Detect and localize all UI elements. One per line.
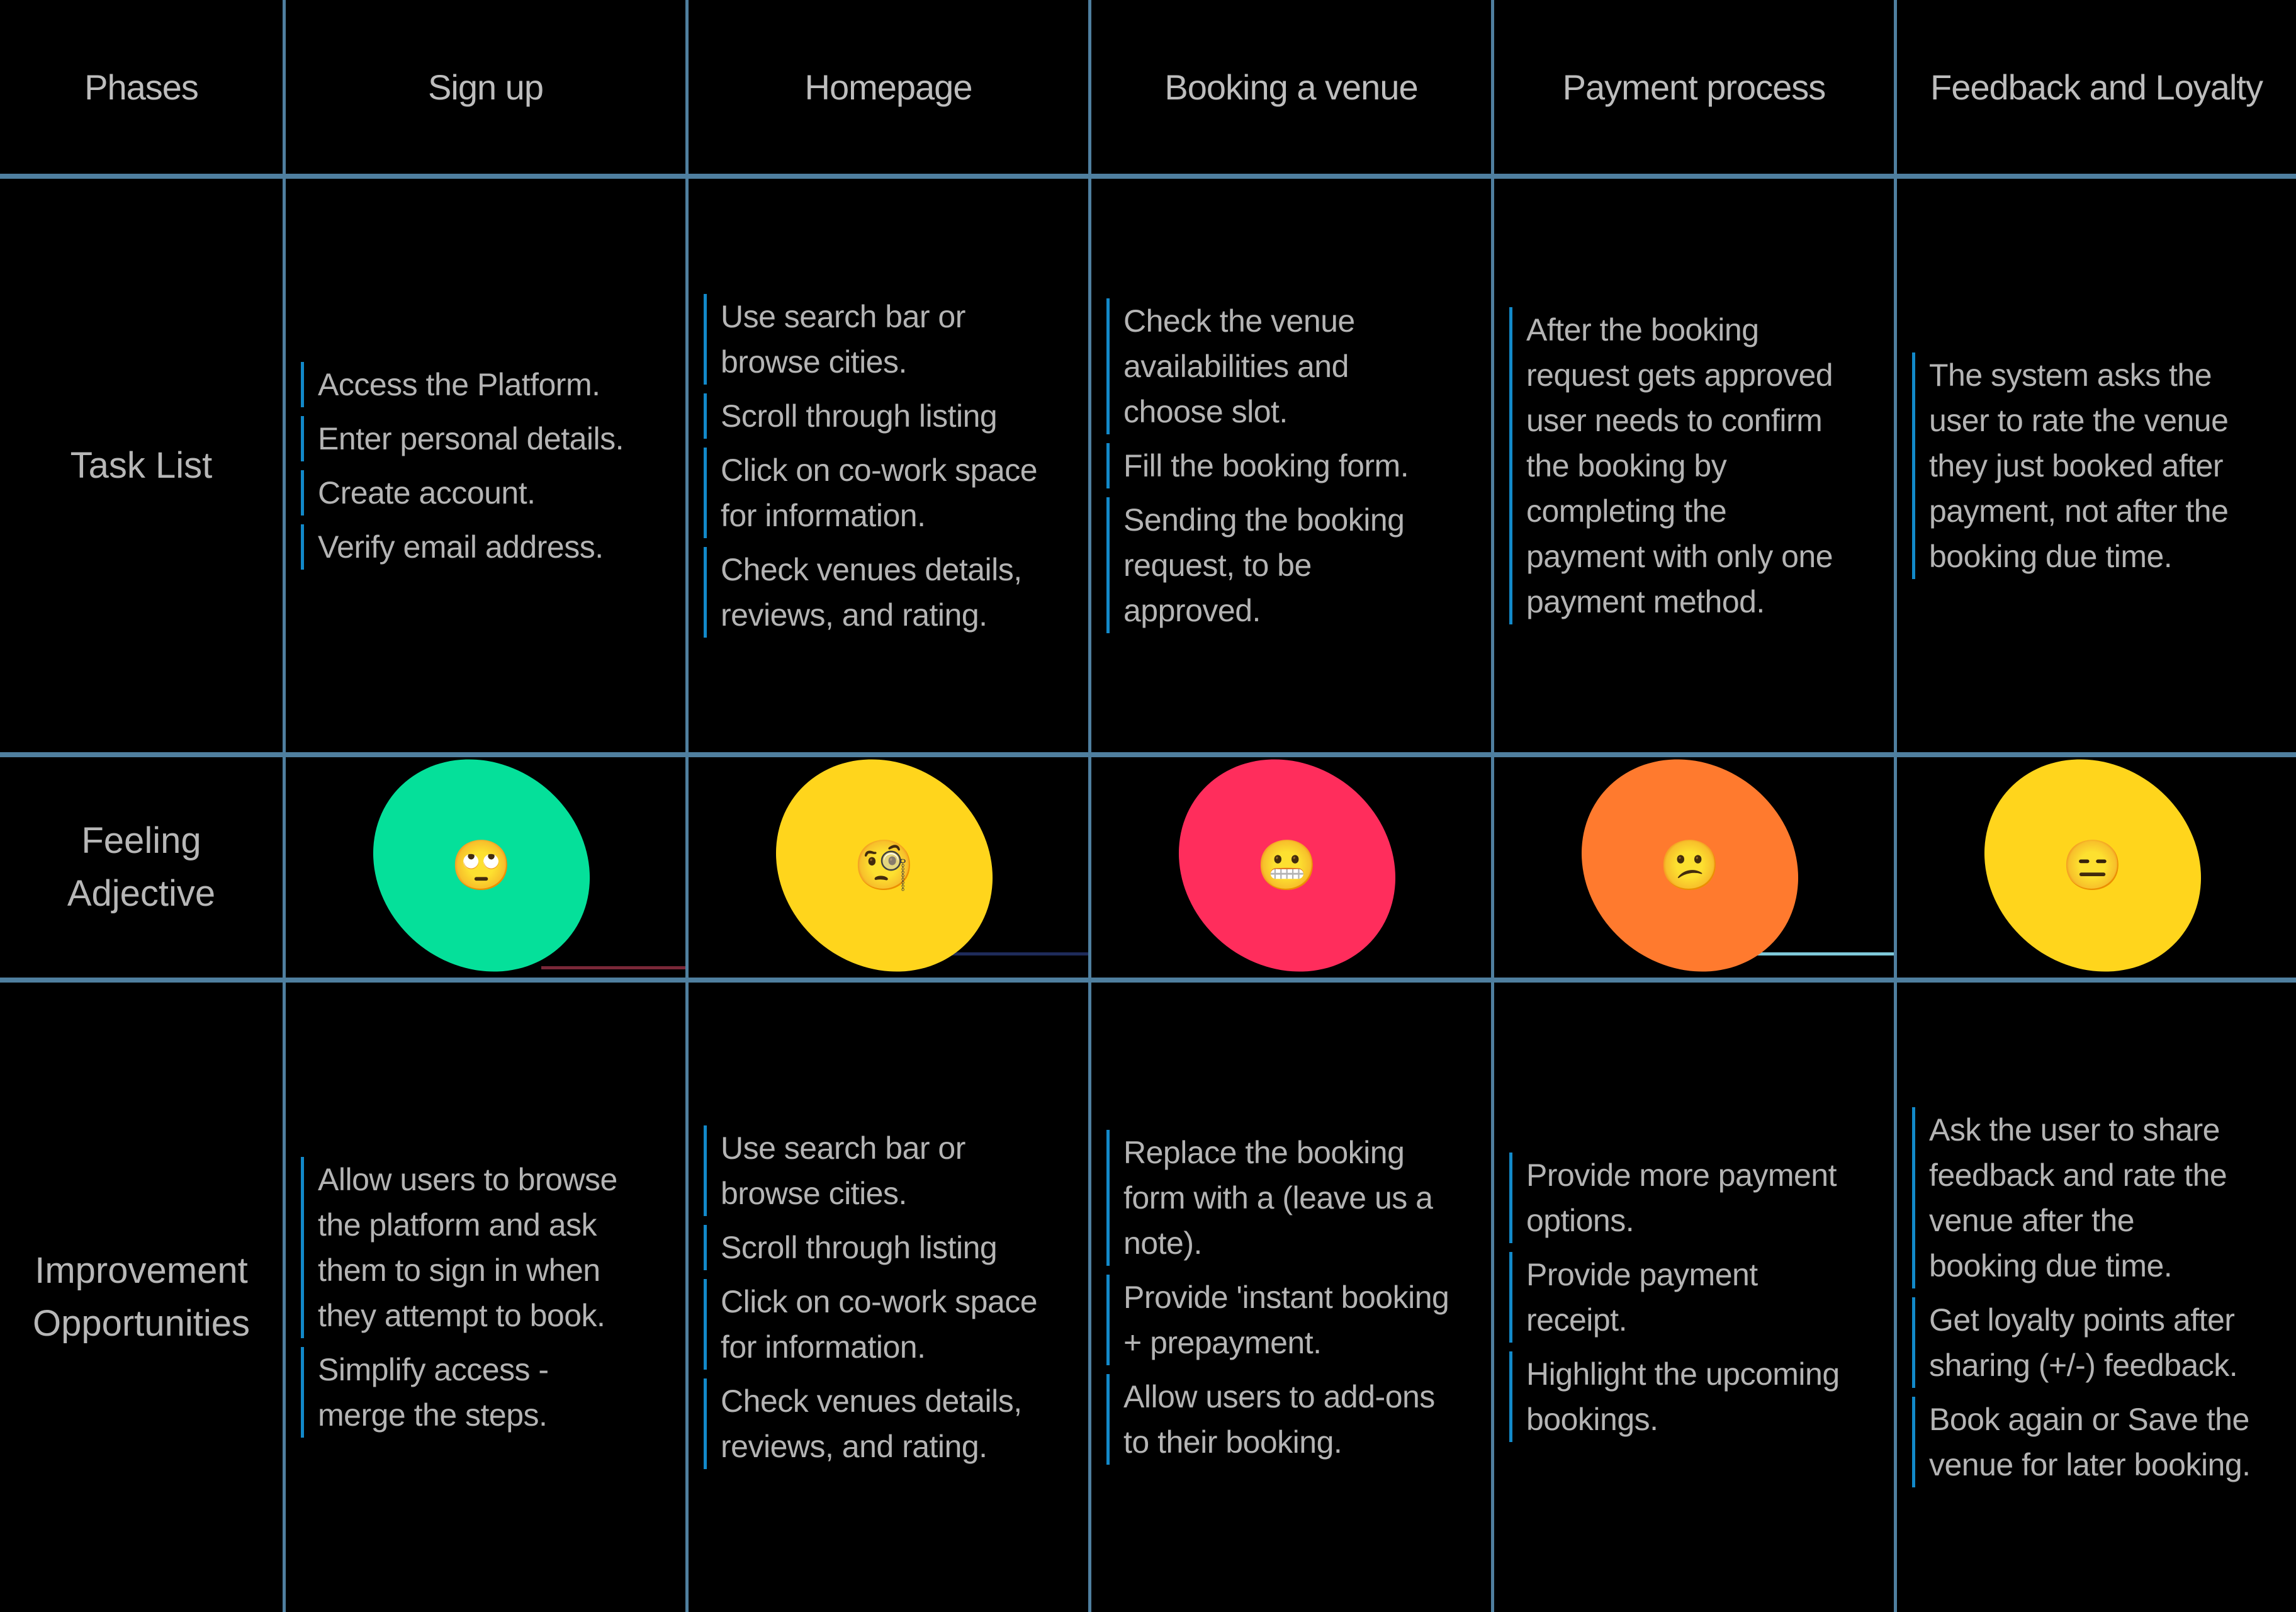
task-item: The system asks the user to rate the venu… bbox=[1912, 352, 2229, 579]
row-label-line: Task List bbox=[70, 444, 213, 486]
row-divider bbox=[0, 174, 2296, 179]
row-label-line: Feeling bbox=[81, 820, 201, 861]
task-items: The system asks the user to rate the venu… bbox=[1912, 352, 2229, 579]
opportunity-item: Highlight the upcoming bookings. bbox=[1509, 1351, 1840, 1442]
confused-face-icon: 😕 bbox=[1659, 838, 1721, 893]
feeling-connector bbox=[541, 966, 685, 969]
header-text: Payment process bbox=[1562, 67, 1826, 107]
row-label-opportunities: Improvement Opportunities bbox=[0, 983, 283, 1612]
opportunity-items: Provide more payment options. Provide paym… bbox=[1509, 1153, 1840, 1442]
task-items: Access the Platform. Enter personal detai… bbox=[301, 361, 624, 570]
feeling-connector bbox=[944, 952, 1088, 955]
header-text: Feedback and Loyalty bbox=[1930, 67, 2263, 107]
task-item: Scroll through listing bbox=[704, 393, 1037, 439]
task-item: Access the Platform. bbox=[301, 361, 624, 407]
task-list-cell: Use search bar or browse cities. Scroll th… bbox=[704, 179, 1075, 752]
opportunity-cell: Ask the user to share feedback and rate t… bbox=[1912, 983, 2283, 1612]
header-homepage: Homepage bbox=[689, 0, 1088, 174]
opportunity-item: Provide payment receipt. bbox=[1509, 1252, 1840, 1343]
face-with-monocle-icon: 🧐 bbox=[853, 838, 915, 893]
column-divider bbox=[685, 0, 689, 1612]
task-item: Create account. bbox=[301, 470, 624, 516]
header-sign-up: Sign up bbox=[286, 0, 685, 174]
opportunity-items: Use search bar or browse cities. Scroll th… bbox=[704, 1125, 1038, 1469]
task-list-cell: Access the Platform. Enter personal detai… bbox=[301, 179, 672, 752]
header-payment-process: Payment process bbox=[1494, 0, 1894, 174]
task-item: After the booking request gets approved us… bbox=[1509, 307, 1833, 624]
header-text: Booking a venue bbox=[1164, 67, 1418, 107]
opportunity-item: Allow users to browse the platform and as… bbox=[301, 1157, 617, 1338]
opportunity-item: Ask the user to share feedback and rate t… bbox=[1912, 1107, 2251, 1288]
row-divider bbox=[0, 752, 2296, 757]
task-item: Use search bar or browse cities. bbox=[704, 293, 1037, 385]
column-divider bbox=[1088, 0, 1091, 1612]
column-divider bbox=[1491, 0, 1494, 1612]
task-item: Sending the booking request, to be approve… bbox=[1106, 497, 1409, 633]
header-text: Phases bbox=[84, 67, 199, 107]
opportunity-cell: Replace the booking form with a (leave us… bbox=[1106, 983, 1478, 1612]
column-divider bbox=[1894, 0, 1897, 1612]
row-label-line: Opportunities bbox=[33, 1303, 250, 1344]
grimacing-face-icon: 😬 bbox=[1256, 838, 1318, 893]
opportunity-item: Book again or Save the venue for later bo… bbox=[1912, 1397, 2251, 1487]
expressionless-face-icon: 😑 bbox=[2062, 838, 2124, 893]
face-with-rolling-eyes-icon: 🙄 bbox=[451, 838, 512, 893]
opportunity-item: Scroll through listing bbox=[704, 1225, 1037, 1270]
task-item: Verify email address. bbox=[301, 524, 624, 570]
opportunity-item: Get loyalty points after sharing (+/-) fe… bbox=[1912, 1297, 2251, 1388]
opportunity-cell: Allow users to browse the platform and as… bbox=[301, 983, 672, 1612]
feeling-connector bbox=[1750, 952, 1894, 955]
task-item: Enter personal details. bbox=[301, 415, 624, 461]
header-text: Homepage bbox=[804, 67, 973, 107]
opportunity-items: Replace the booking form with a (leave us… bbox=[1106, 1130, 1449, 1465]
opportunity-cell: Use search bar or browse cities. Scroll th… bbox=[704, 983, 1075, 1612]
task-item: Fill the booking form. bbox=[1106, 442, 1409, 488]
task-list-cell: The system asks the user to rate the venu… bbox=[1912, 179, 2283, 752]
opportunity-item: Allow users to add-ons to their booking. bbox=[1106, 1374, 1449, 1465]
column-divider bbox=[283, 0, 286, 1612]
task-items: Check the venue availabilities and choose … bbox=[1106, 298, 1409, 633]
opportunity-item: Replace the booking form with a (leave us… bbox=[1106, 1130, 1449, 1266]
opportunity-item: Click on co-work space for information. bbox=[704, 1279, 1038, 1370]
row-label-line: Improvement bbox=[35, 1250, 248, 1291]
opportunity-items: Allow users to browse the platform and as… bbox=[301, 1157, 617, 1438]
task-items: After the booking request gets approved us… bbox=[1509, 307, 1833, 624]
opportunity-item: Simplify access - merge the steps. bbox=[301, 1347, 617, 1438]
task-item: Check the venue availabilities and choose … bbox=[1106, 298, 1409, 434]
opportunity-item: Provide 'instant booking + prepayment. bbox=[1106, 1275, 1449, 1365]
task-items: Use search bar or browse cities. Scroll th… bbox=[704, 293, 1038, 638]
task-list-cell: After the booking request gets approved us… bbox=[1509, 179, 1881, 752]
opportunity-item: Check venues details, reviews, and rating… bbox=[704, 1378, 1037, 1469]
task-item: Click on co-work space for information. bbox=[704, 447, 1038, 538]
header-booking-venue: Booking a venue bbox=[1091, 0, 1491, 174]
header-phases: Phases bbox=[0, 0, 283, 174]
opportunity-items: Ask the user to share feedback and rate t… bbox=[1912, 1107, 2251, 1487]
row-label-feeling: Feeling Adjective bbox=[0, 757, 283, 978]
task-list-cell: Check the venue availabilities and choose … bbox=[1106, 179, 1478, 752]
opportunity-item: Provide more payment options. bbox=[1509, 1153, 1840, 1243]
opportunity-cell: Provide more payment options. Provide paym… bbox=[1509, 983, 1881, 1612]
task-item: Check venues details, reviews, and rating… bbox=[704, 546, 1037, 638]
row-divider bbox=[0, 978, 2296, 983]
header-feedback-loyalty: Feedback and Loyalty bbox=[1897, 0, 2296, 174]
row-label-line: Adjective bbox=[67, 873, 216, 914]
header-text: Sign up bbox=[428, 67, 544, 107]
row-label-task-list: Task List bbox=[0, 179, 283, 752]
opportunity-item: Use search bar or browse cities. bbox=[704, 1125, 1037, 1216]
